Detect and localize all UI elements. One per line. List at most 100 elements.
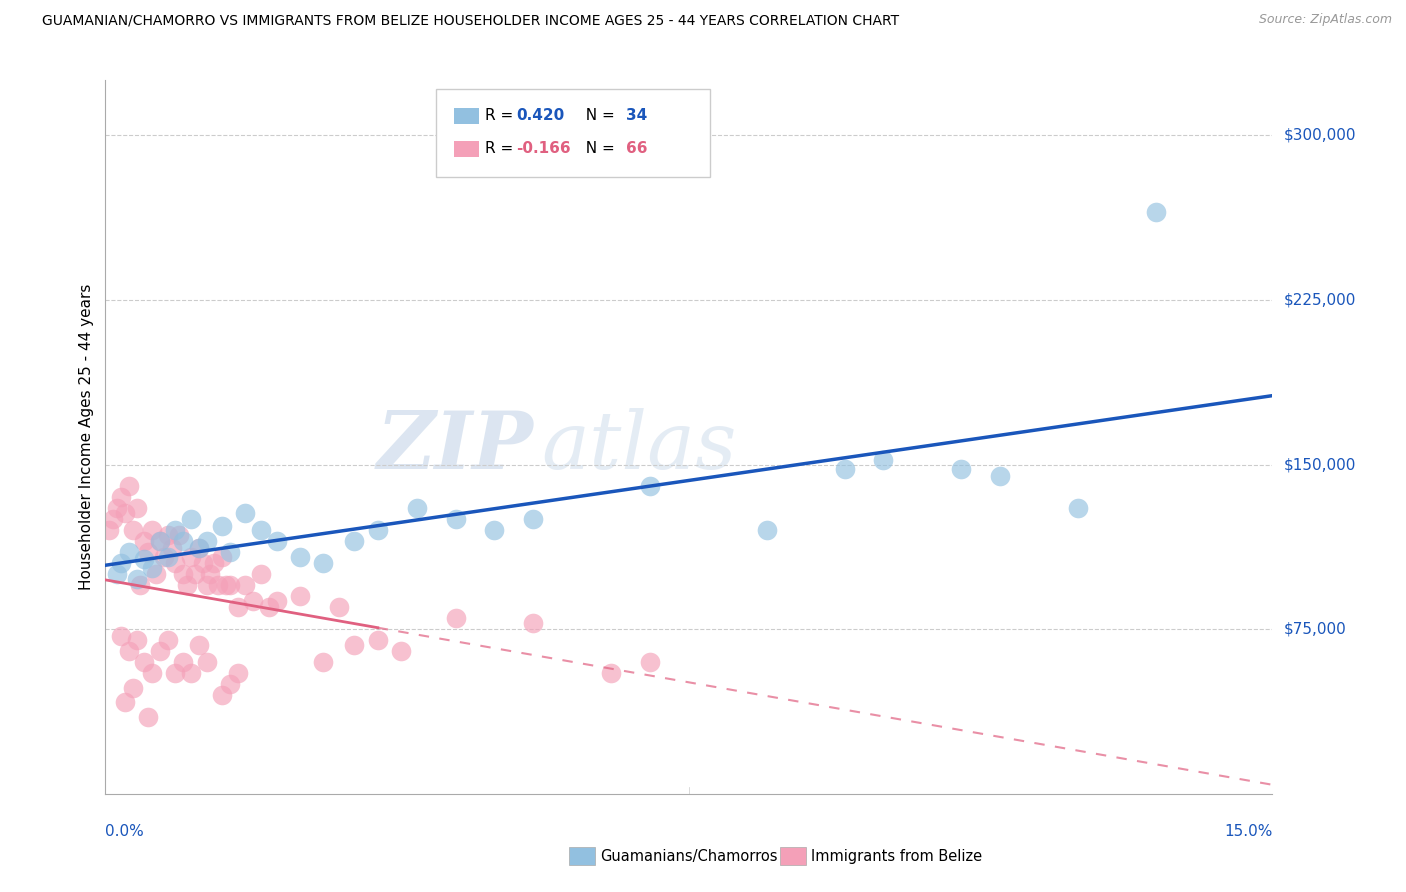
Point bbox=[288, 549, 311, 564]
Point bbox=[180, 512, 202, 526]
Point bbox=[191, 557, 214, 571]
Point bbox=[405, 501, 427, 516]
Point bbox=[172, 655, 194, 669]
Point bbox=[522, 512, 544, 526]
Point bbox=[755, 524, 778, 538]
Point bbox=[202, 557, 225, 571]
Text: N =: N = bbox=[576, 142, 620, 156]
Point bbox=[134, 534, 156, 549]
Point bbox=[169, 528, 191, 542]
Point bbox=[328, 600, 350, 615]
Point bbox=[134, 655, 156, 669]
Text: 66: 66 bbox=[626, 142, 647, 156]
Point bbox=[834, 462, 856, 476]
Point bbox=[172, 534, 194, 549]
Point bbox=[226, 600, 249, 615]
Point bbox=[141, 666, 163, 681]
Point bbox=[211, 688, 233, 702]
Point bbox=[134, 552, 156, 566]
Point bbox=[266, 593, 288, 607]
Point bbox=[226, 666, 249, 681]
Point bbox=[195, 655, 218, 669]
Text: R =: R = bbox=[485, 109, 519, 123]
Point bbox=[638, 655, 661, 669]
Point bbox=[219, 578, 242, 592]
Point bbox=[145, 567, 167, 582]
Point bbox=[149, 534, 172, 549]
Point bbox=[211, 519, 233, 533]
Point bbox=[118, 644, 141, 658]
Point bbox=[242, 593, 264, 607]
Text: R =: R = bbox=[485, 142, 519, 156]
Point bbox=[118, 545, 141, 559]
Point bbox=[165, 524, 187, 538]
Point bbox=[184, 567, 207, 582]
Point bbox=[343, 534, 366, 549]
Point bbox=[215, 578, 238, 592]
Point bbox=[1067, 501, 1090, 516]
Point bbox=[118, 479, 141, 493]
Point bbox=[180, 549, 202, 564]
Point bbox=[105, 567, 128, 582]
Point bbox=[444, 512, 467, 526]
Point bbox=[165, 557, 187, 571]
Point bbox=[110, 491, 132, 505]
Point bbox=[195, 578, 218, 592]
Point bbox=[219, 545, 242, 559]
Point bbox=[1144, 205, 1167, 219]
Point bbox=[160, 541, 183, 555]
Text: 34: 34 bbox=[626, 109, 647, 123]
Point bbox=[149, 534, 172, 549]
Point bbox=[235, 578, 257, 592]
Point bbox=[125, 572, 148, 586]
Point bbox=[312, 557, 335, 571]
Point bbox=[110, 557, 132, 571]
Point bbox=[600, 666, 623, 681]
Point bbox=[110, 629, 132, 643]
Text: GUAMANIAN/CHAMORRO VS IMMIGRANTS FROM BELIZE HOUSEHOLDER INCOME AGES 25 - 44 YEA: GUAMANIAN/CHAMORRO VS IMMIGRANTS FROM BE… bbox=[42, 13, 900, 28]
Point bbox=[288, 589, 311, 603]
Point bbox=[200, 567, 222, 582]
Point bbox=[950, 462, 973, 476]
Point bbox=[149, 644, 172, 658]
Point bbox=[114, 695, 136, 709]
Point bbox=[638, 479, 661, 493]
Point bbox=[136, 710, 159, 724]
Text: -0.166: -0.166 bbox=[516, 142, 571, 156]
Point bbox=[172, 567, 194, 582]
Text: 0.420: 0.420 bbox=[516, 109, 564, 123]
Text: N =: N = bbox=[576, 109, 620, 123]
Point bbox=[219, 677, 242, 691]
Point bbox=[367, 524, 389, 538]
Point bbox=[121, 524, 143, 538]
Y-axis label: Householder Income Ages 25 - 44 years: Householder Income Ages 25 - 44 years bbox=[79, 284, 94, 591]
Point bbox=[872, 453, 894, 467]
Point bbox=[187, 541, 209, 555]
Text: $225,000: $225,000 bbox=[1284, 293, 1355, 308]
Point bbox=[156, 528, 179, 542]
Point bbox=[156, 549, 179, 564]
Point bbox=[257, 600, 280, 615]
Text: 15.0%: 15.0% bbox=[1225, 824, 1272, 839]
Point bbox=[156, 633, 179, 648]
Point bbox=[141, 524, 163, 538]
Point bbox=[136, 545, 159, 559]
Text: atlas: atlas bbox=[541, 409, 737, 486]
Point bbox=[121, 681, 143, 696]
Text: 0.0%: 0.0% bbox=[105, 824, 145, 839]
Point bbox=[187, 541, 209, 555]
Point bbox=[250, 567, 273, 582]
Point bbox=[125, 633, 148, 648]
Point bbox=[207, 578, 229, 592]
Point bbox=[389, 644, 412, 658]
Point bbox=[152, 549, 174, 564]
Point bbox=[444, 611, 467, 625]
Point bbox=[165, 666, 187, 681]
Point bbox=[125, 501, 148, 516]
Point bbox=[129, 578, 152, 592]
Point bbox=[195, 534, 218, 549]
Text: ZIP: ZIP bbox=[377, 409, 533, 486]
Point bbox=[187, 638, 209, 652]
Point bbox=[484, 524, 506, 538]
Text: $300,000: $300,000 bbox=[1284, 128, 1355, 143]
